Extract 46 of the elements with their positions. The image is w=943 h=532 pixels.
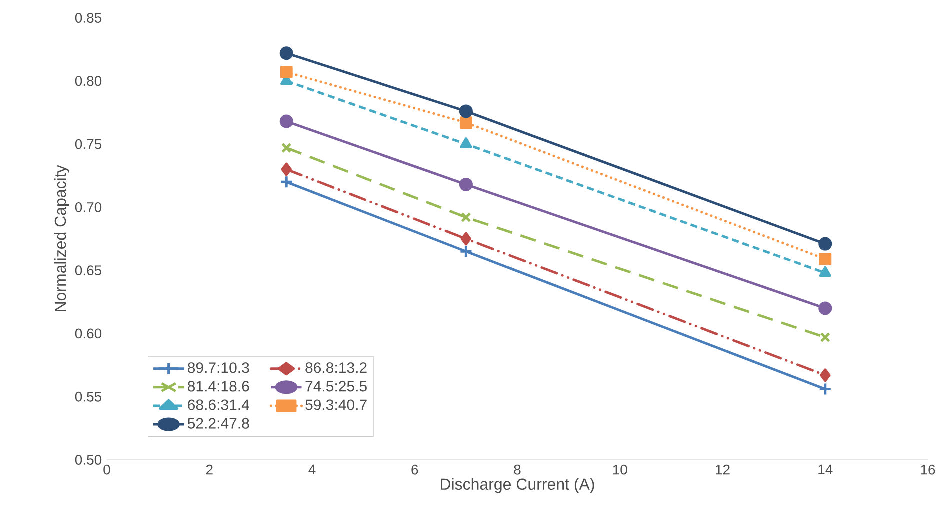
- x-axis-title: Discharge Current (A): [441, 478, 594, 494]
- y-tick-label: 0.50: [75, 455, 102, 465]
- point: [818, 382, 832, 396]
- y-tick-label: 0.55: [75, 392, 102, 402]
- x-tick-label: 4: [308, 464, 316, 474]
- point: [820, 332, 831, 343]
- y-tick-label: 0.65: [75, 266, 102, 276]
- point: [280, 114, 294, 128]
- point: [460, 232, 472, 246]
- x-tick-label: 0: [104, 464, 110, 475]
- y-tick-label: 0.70: [75, 202, 102, 212]
- point: [461, 212, 472, 223]
- point: [281, 162, 292, 176]
- x-tick-label: 2: [206, 464, 213, 475]
- y-tick-label: 0.80: [75, 76, 102, 86]
- legend-label: 68.6:31.4: [188, 400, 250, 410]
- x-tick-label: 8: [514, 464, 521, 475]
- point: [460, 116, 472, 130]
- y-tick-label: 0.60: [75, 328, 102, 339]
- point: [818, 302, 832, 316]
- point: [818, 237, 832, 251]
- x-tick-label: 16: [921, 464, 936, 475]
- legend-label: 59.3:40.7: [306, 400, 367, 410]
- x-tick-label: 14: [818, 464, 833, 474]
- point: [280, 66, 293, 79]
- legend-label: 52.2:47.8: [188, 418, 250, 429]
- point: [280, 46, 294, 60]
- legend-label: 81.4:18.6: [188, 381, 250, 392]
- point: [280, 175, 294, 189]
- legend-label: 86.8:13.2: [306, 362, 367, 374]
- point: [819, 266, 832, 278]
- y-axis-title: Normalized Capacity: [54, 165, 70, 312]
- x-tick-label: 12: [716, 464, 730, 475]
- x-tick-label: 10: [613, 464, 628, 475]
- x-tick-label: 6: [412, 464, 418, 475]
- point: [281, 142, 292, 154]
- point: [459, 178, 473, 192]
- point: [459, 104, 473, 118]
- point: [459, 244, 473, 258]
- point: [819, 252, 832, 266]
- y-tick-label: 0.85: [75, 13, 102, 23]
- point: [820, 368, 831, 382]
- legend-label: 74.5:25.5: [306, 381, 367, 392]
- legend-label: 89.7:10.3: [188, 362, 250, 374]
- y-tick-label: 0.75: [75, 139, 102, 150]
- point: [460, 138, 472, 148]
